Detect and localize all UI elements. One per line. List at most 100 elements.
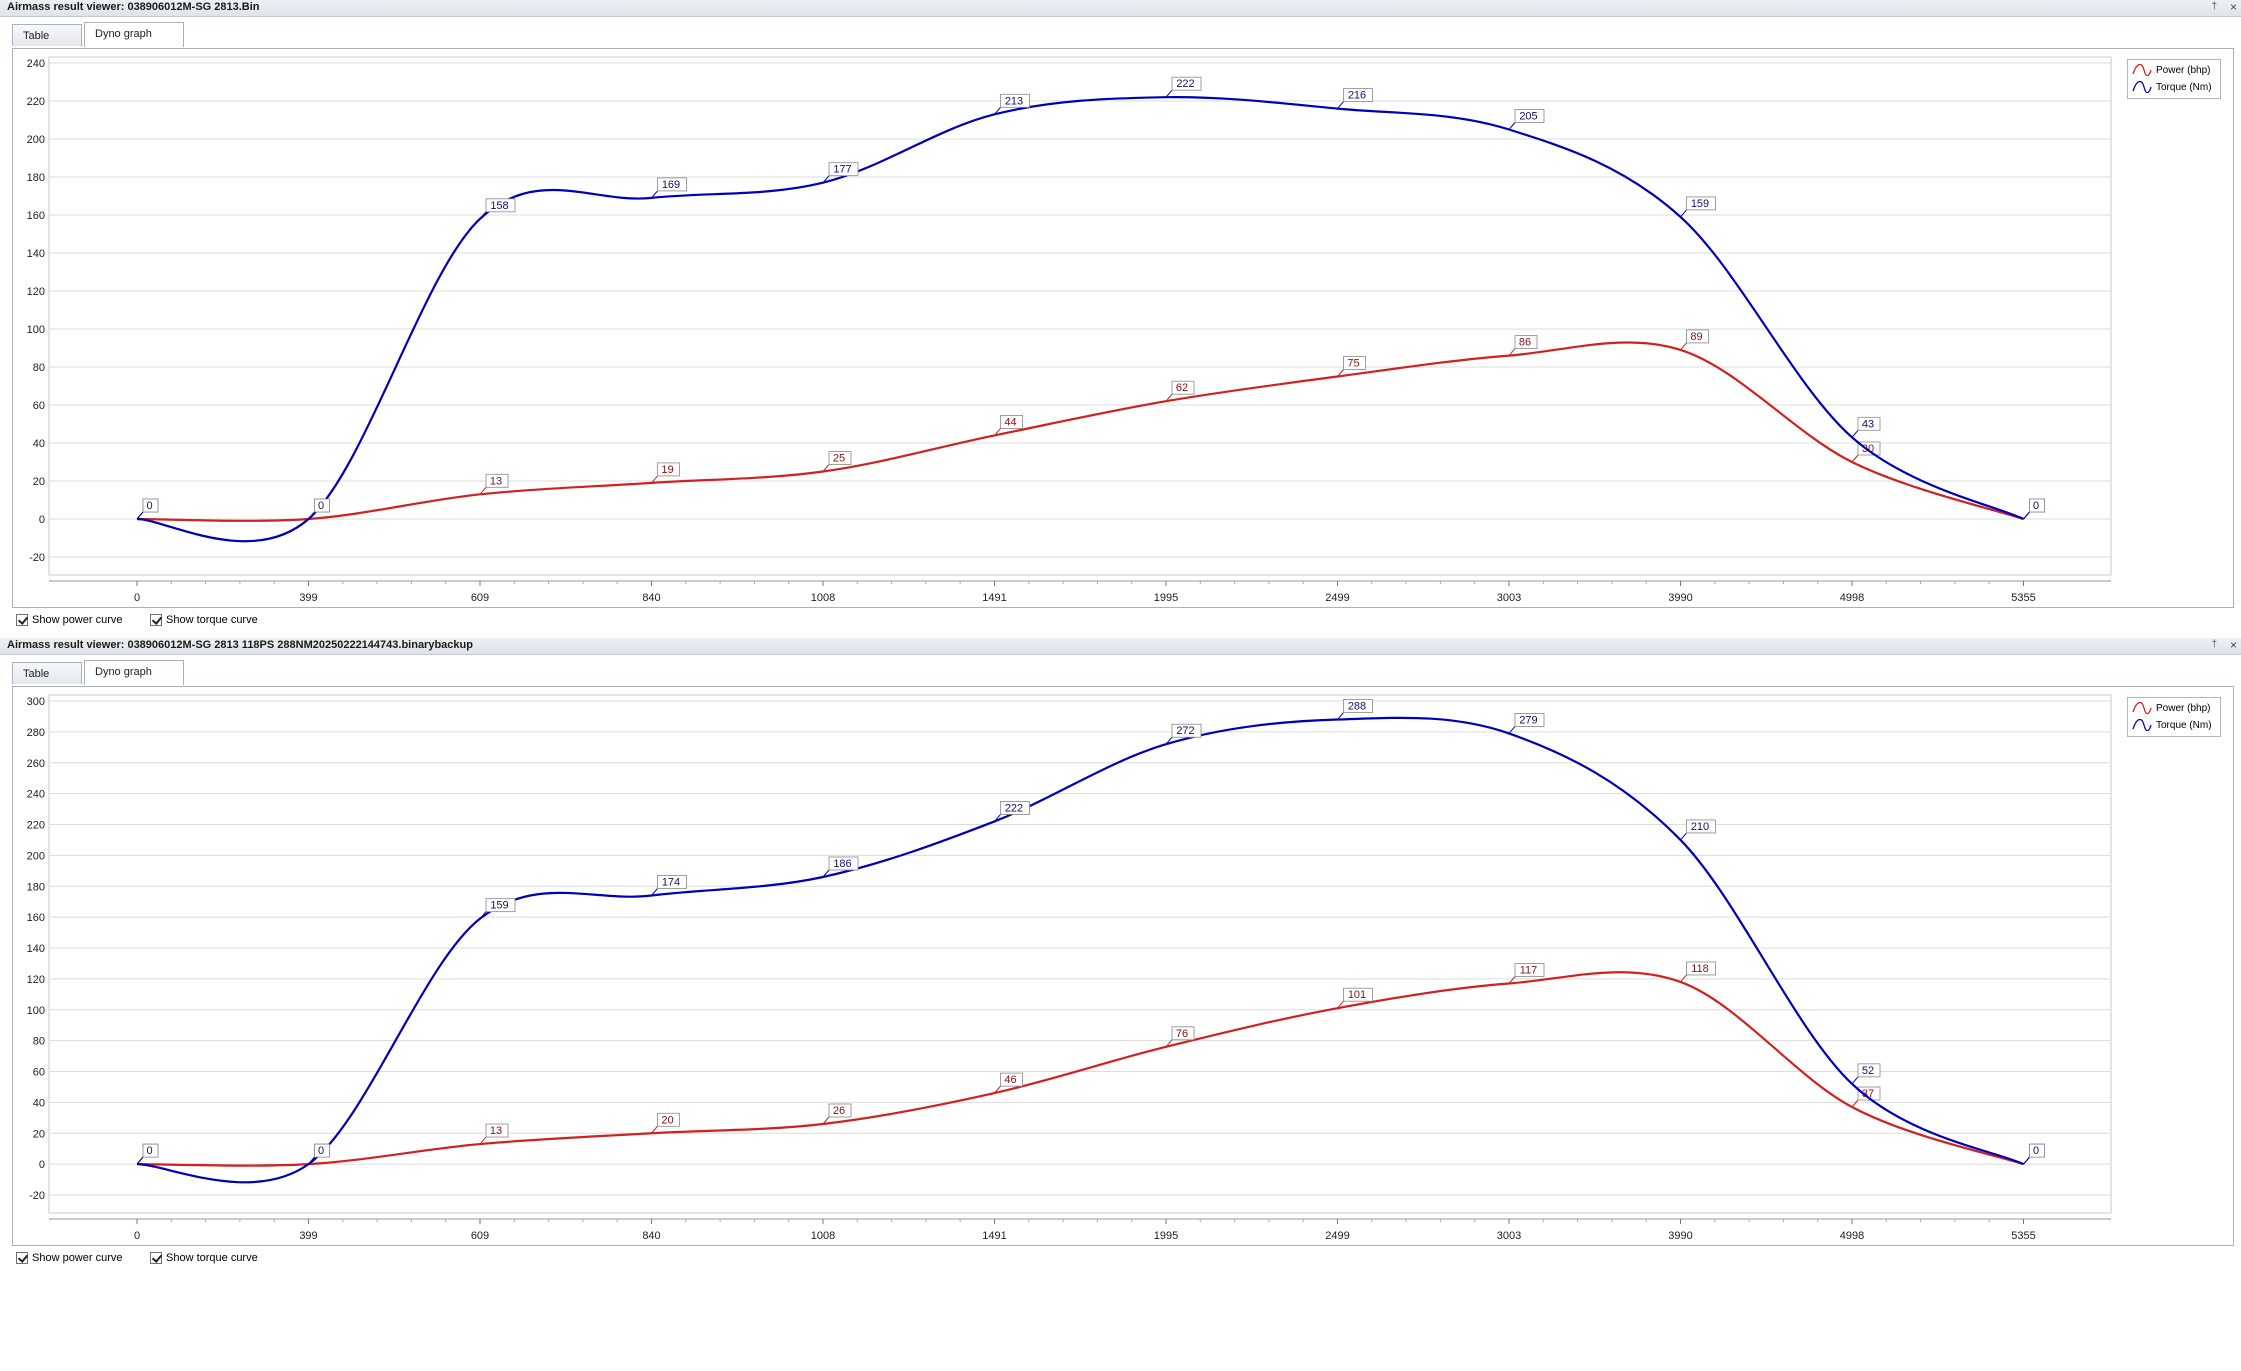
data-label: 279 [1519, 714, 1537, 726]
dyno-graph: -20 0 20 40 60 80 100 120 140 160 180 200 220 240 0 399… [12, 48, 2234, 608]
data-label-leader [1680, 342, 1687, 351]
dyno-chart-svg: -200204060801001201401601802002202402602… [27, 694, 2112, 1242]
show-power-checkbox[interactable]: Show power curve [16, 614, 123, 626]
data-label-box [1343, 356, 1366, 370]
data-label: 25 [833, 453, 845, 465]
x-tick-label: 609 [471, 592, 489, 604]
data-label: 118 [1691, 963, 1709, 975]
data-label-leader [822, 869, 830, 878]
tab-table-view[interactable]: Table view [12, 24, 82, 64]
data-label-leader [1851, 454, 1859, 463]
data-label-leader [136, 1156, 144, 1165]
data-label-leader [1165, 393, 1173, 402]
checkbox-box[interactable] [16, 614, 28, 626]
data-label-box [1000, 93, 1030, 108]
tab-table-view[interactable]: Table view [12, 662, 82, 702]
data-label-box [657, 462, 680, 477]
data-label: 86 [1519, 337, 1531, 349]
tab-dyno-graph-view[interactable]: Dyno graph view [84, 22, 184, 62]
y-tick-label: 280 [27, 727, 45, 739]
data-label-box [1857, 441, 1881, 456]
close-icon[interactable]: × [2229, 638, 2237, 652]
data-label-box [1000, 414, 1023, 429]
legend-label-torque: Torque (Nm) [2156, 719, 2212, 731]
sine-wave-icon [2132, 719, 2152, 731]
data-label-box [1000, 1072, 1023, 1087]
data-label-box [1514, 963, 1545, 977]
data-label-box [1000, 801, 1030, 815]
x-tick-label: 3003 [1497, 592, 1521, 604]
pin-icon[interactable]: † [2211, 639, 2217, 650]
x-tick-label: 840 [642, 592, 660, 604]
y-tick-label: 40 [33, 1097, 45, 1109]
data-label-box [485, 1123, 509, 1138]
y-tick-label: 80 [33, 362, 45, 374]
data-label: 89 [1690, 331, 1702, 343]
data-label: 213 [1005, 95, 1023, 107]
panel-titlebar: Airmass result viewer: 038906012M-SG 281… [0, 638, 2241, 655]
y-tick-label: 260 [27, 758, 45, 770]
result-panel-2: Airmass result viewer: 038906012M-SG 281… [0, 638, 2241, 1288]
legend-item-torque: Torque (Nm) [2132, 81, 2212, 93]
legend-label-power: Power (bhp) [2156, 702, 2211, 714]
y-tick-label: 40 [33, 438, 45, 450]
pin-icon[interactable]: † [2211, 1, 2217, 12]
series-line [136, 716, 2024, 1184]
show-power-checkbox[interactable]: Show power curve [16, 1252, 123, 1264]
y-tick-label: 100 [27, 1005, 45, 1017]
data-label-box [1686, 329, 1709, 344]
x-tick-label: 2499 [1325, 1230, 1349, 1242]
data-label-box [1343, 88, 1373, 102]
data-label: 76 [1176, 1028, 1188, 1040]
show-torque-checkbox[interactable]: Show torque curve [150, 1252, 258, 1264]
data-label-box [828, 1103, 852, 1118]
data-label-box [2029, 498, 2045, 513]
checkbox-box[interactable] [150, 1252, 162, 1264]
data-label-leader [1680, 832, 1687, 841]
x-tick-label: 4998 [1840, 1230, 1864, 1242]
data-label-leader [651, 1125, 658, 1134]
close-icon[interactable]: × [2229, 0, 2237, 14]
data-label: 52 [1862, 1065, 1874, 1077]
sine-wave-icon [2132, 702, 2152, 714]
show-torque-checkbox[interactable]: Show torque curve [150, 614, 258, 626]
y-tick-label: 20 [33, 1128, 45, 1140]
series-line [136, 341, 2024, 522]
tab-dyno-graph-view[interactable]: Dyno graph view [84, 660, 184, 700]
x-tick-label: 3003 [1497, 1230, 1521, 1242]
checkbox-box[interactable] [150, 614, 162, 626]
sine-wave-icon [2132, 64, 2152, 76]
x-tick-label: 1491 [982, 1230, 1006, 1242]
data-label-leader [136, 511, 144, 520]
chart-legend: Power (bhp) Torque (Nm) [2127, 697, 2221, 737]
y-tick-label: 0 [39, 1159, 45, 1171]
chart-legend: Power (bhp) Torque (Nm) [2127, 59, 2221, 99]
checkbox-box[interactable] [16, 1252, 28, 1264]
checkbox-label: Show torque curve [166, 1252, 258, 1264]
x-tick-label: 1008 [811, 592, 835, 604]
x-tick-label: 399 [299, 592, 317, 604]
dyno-chart-svg: -20 0 20 40 60 80 100 120 140 160 180 200 220 240 0 399… [27, 56, 2112, 604]
x-tick-label: 0 [134, 1230, 140, 1242]
data-label-leader [1337, 369, 1344, 377]
y-tick-label: 200 [27, 134, 45, 146]
plot-area [48, 694, 2112, 1214]
data-label-leader [479, 486, 487, 495]
data-label: 0 [2033, 500, 2039, 512]
y-tick-label: 120 [27, 286, 45, 298]
data-label-leader [994, 1085, 1001, 1094]
data-label-leader [1337, 1000, 1344, 1009]
result-panel-1: Airmass result viewer: 038906012M-SG 281… [0, 0, 2241, 640]
data-label-box [142, 1143, 159, 1158]
data-label-box [1857, 1086, 1881, 1101]
y-tick-label: 80 [33, 1036, 45, 1048]
data-label: 210 [1691, 821, 1709, 833]
data-label: 169 [662, 179, 680, 191]
x-tick-label: 1491 [982, 592, 1006, 604]
x-tick-label: 0 [134, 592, 140, 604]
data-label-box [314, 498, 330, 513]
data-label-leader [479, 211, 487, 220]
y-tick-label: 0 [39, 514, 45, 526]
x-tick-label: 3990 [1668, 1230, 1692, 1242]
data-label-leader [479, 1136, 487, 1145]
